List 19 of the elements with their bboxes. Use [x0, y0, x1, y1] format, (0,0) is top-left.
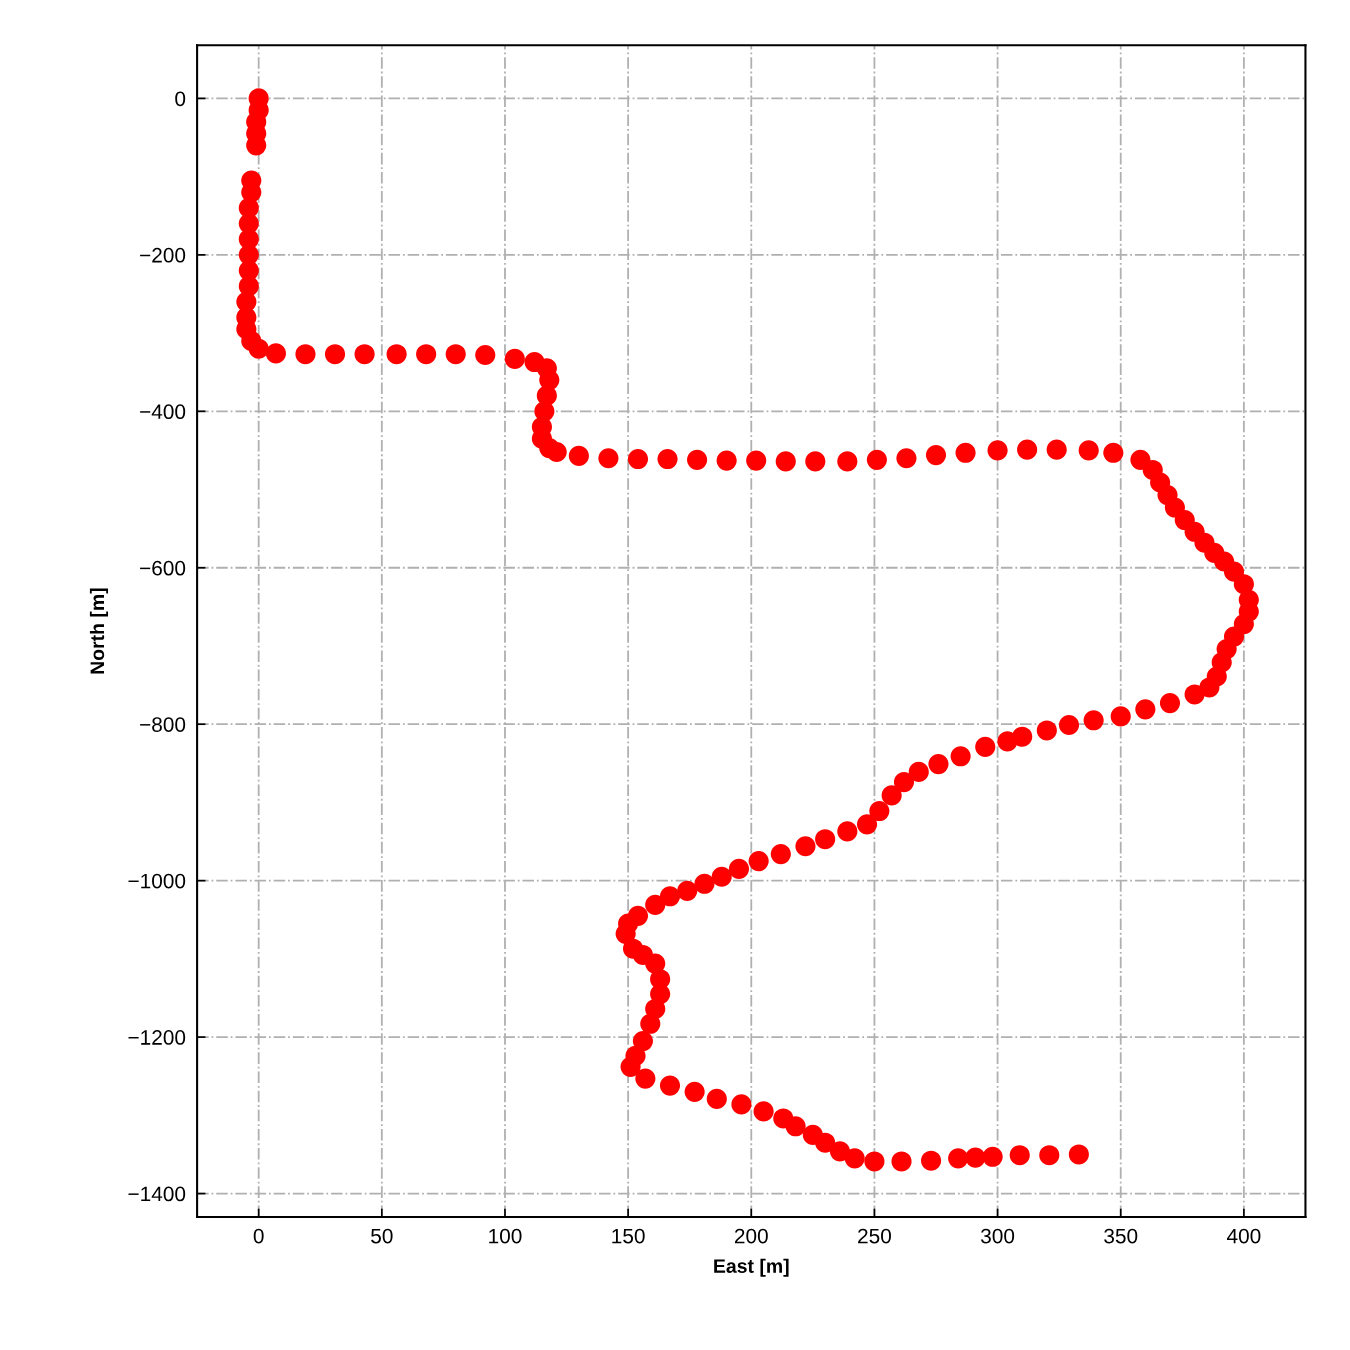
y-tick-label: −1200 [128, 1030, 186, 1045]
y-tick-label: −600 [140, 560, 186, 576]
x-tick-label: 300 [980, 1228, 1015, 1244]
x-tick-label: 350 [1104, 1228, 1138, 1244]
y-tick-label: −200 [140, 247, 186, 263]
y-tick-label: 0 [175, 91, 186, 107]
y-tick-label: −400 [140, 404, 186, 420]
x-axis-title: East [m] [714, 1258, 789, 1277]
x-tick-label: 0 [253, 1228, 264, 1244]
x-tick-label: 150 [612, 1228, 645, 1244]
x-tick-label: 250 [858, 1228, 891, 1244]
y-tick-label: −1400 [128, 1186, 186, 1202]
x-tick-label: 50 [371, 1228, 393, 1244]
x-tick-label: 100 [489, 1228, 522, 1244]
y-axis-title: North [m] [89, 588, 109, 674]
x-tick-label: 200 [734, 1228, 768, 1244]
y-tick-label: −800 [140, 717, 186, 732]
x-tick-label: 400 [1226, 1228, 1261, 1244]
y-tick-label: −1000 [128, 873, 186, 889]
